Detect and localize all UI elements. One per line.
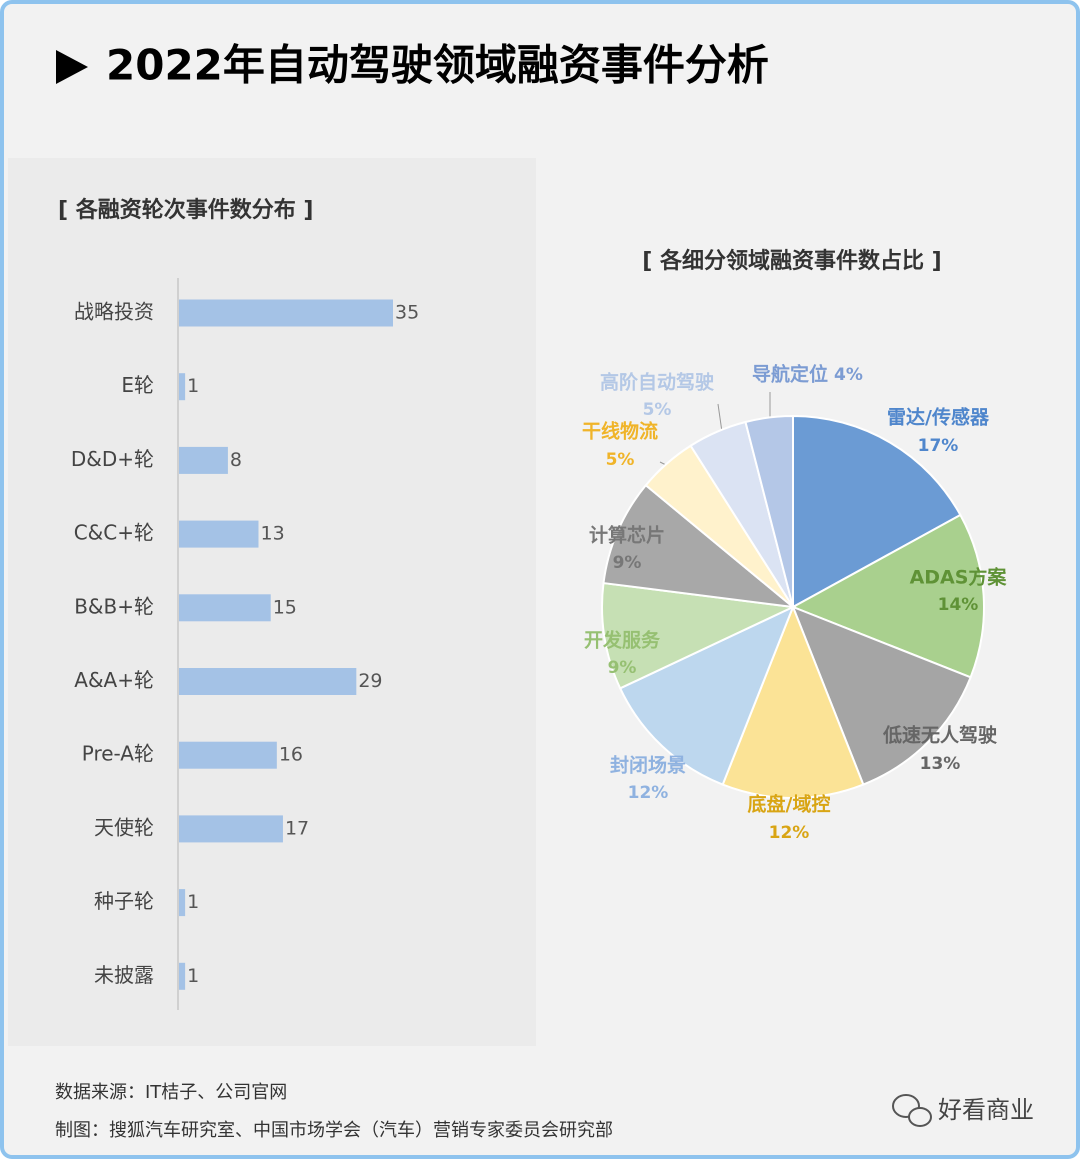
title-marker [56,50,88,84]
slice-value: 12% [628,783,669,803]
slice-label: 干线物流 [582,420,658,443]
bar [179,741,277,769]
bar [179,889,186,917]
pie-slice [602,483,797,609]
bar [179,299,393,327]
slice-label: 导航定位 [752,363,828,386]
data-label: 8 [230,449,242,471]
bar [179,668,357,695]
page-title: 2022年自动驾驶领域融资事件分析 [106,41,769,90]
pie-title: [ 各细分领域融资事件数占比 ] [642,248,941,274]
y-tick-label: 天使轮 [94,815,154,839]
bar-title: [ 各融资轮次事件数分布 ] [58,197,313,223]
slice-label: 雷达/传感器 [887,406,990,429]
bar [179,373,186,401]
y-tick-label: A&A+轮 [74,668,154,692]
data-label: 29 [358,670,382,692]
y-tick-label: E轮 [121,373,154,397]
bar [179,962,186,990]
slice-value: 4% [834,365,863,385]
watermark: 好看商业 [938,1096,1034,1124]
slice-label: 开发服务 [584,629,661,652]
wechat-icon [892,1094,932,1127]
bar [179,520,259,548]
slice-value: 12% [769,823,810,843]
data-label: 1 [187,891,199,913]
slice-value: 9% [608,658,637,678]
y-tick-label: 种子轮 [94,889,154,913]
slice-value: 9% [613,553,642,573]
y-tick-label: C&C+轮 [74,521,154,545]
slice-value: 13% [920,754,961,774]
data-label: 17 [285,817,309,839]
slice-value: 17% [918,436,959,456]
bar [179,594,271,622]
slice-value: 5% [606,450,635,470]
y-tick-label: 未披露 [94,963,154,987]
slice-label: 封闭场景 [610,754,686,777]
y-tick-label: D&D+轮 [71,447,154,471]
pie-slice [744,414,794,608]
y-tick-label: Pre-A轮 [82,742,154,766]
data-label: 1 [187,375,199,397]
data-label: 35 [395,302,419,324]
data-label: 15 [273,596,297,618]
source-note: 数据来源：IT桔子、公司官网 [55,1082,287,1103]
pie-slice [721,604,865,799]
credit-note: 制图：搜狐汽车研究室、中国市场学会（汽车）营销专家委员会研究部 [55,1120,613,1141]
pie-slice [601,581,797,690]
slice-label: 底盘/域控 [748,793,831,816]
slice-label: ADAS方案 [910,566,1008,589]
pie-slice [791,605,972,786]
slice-label: 低速无人驾驶 [882,724,997,747]
slice-value: 14% [938,595,979,615]
y-tick-label: 战略投资 [74,300,154,324]
slice-label: 高阶自动驾驶 [600,371,714,394]
bar [179,815,283,843]
data-label: 1 [187,965,199,987]
data-label: 13 [260,523,284,545]
pie-slice [618,605,795,786]
slice-label: 计算芯片 [589,524,665,547]
leader-line [717,403,723,433]
bar [179,446,228,474]
data-label: 16 [279,744,303,766]
pie-slice [792,414,962,609]
slice-value: 5% [643,400,672,420]
pie-slice [790,513,985,679]
y-tick-label: B&B+轮 [74,594,154,618]
